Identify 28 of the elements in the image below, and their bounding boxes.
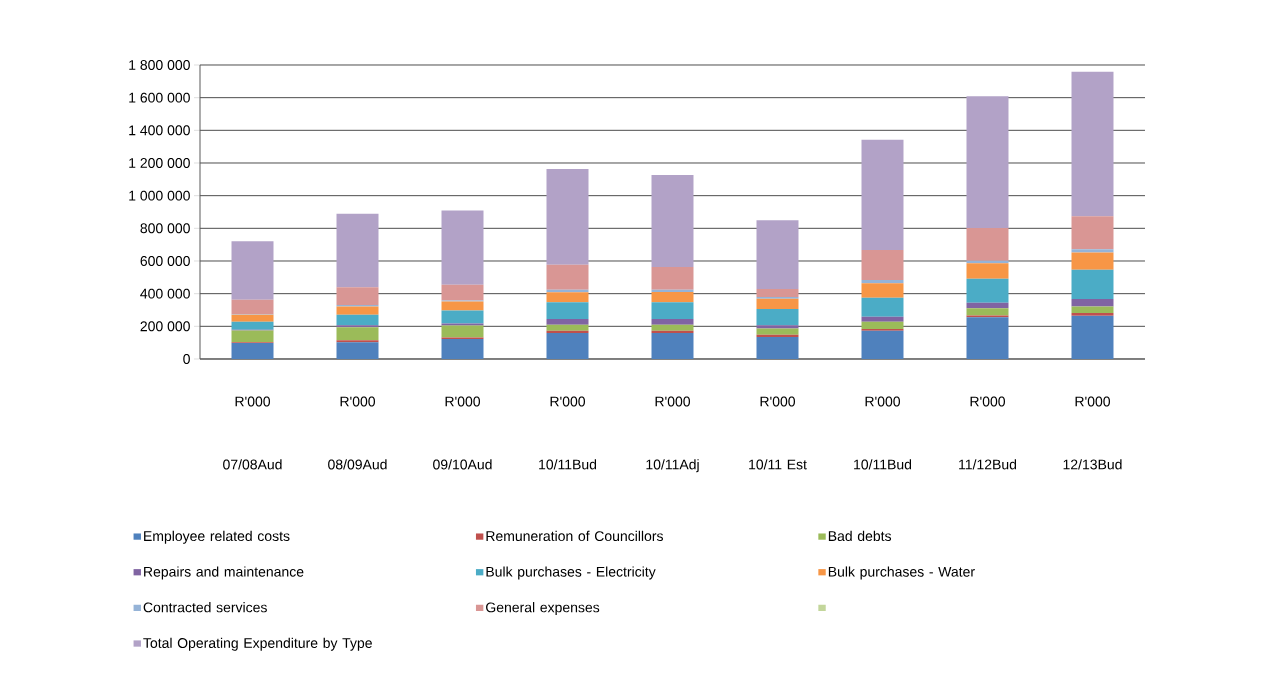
legend-label: General expenses (486, 602, 600, 616)
category-label: R'000 10/11Bud (539, 396, 597, 470)
y-tick-label: 800 000 (140, 223, 190, 234)
category-label: R'000 10/11Adj (646, 396, 699, 473)
y-tick-label: 1 200 000 (129, 158, 190, 168)
legend-label: Bulk purchases - Water (828, 566, 975, 580)
y-tick-label: 200 000 (140, 321, 190, 332)
legend-label: Remuneration of Councillors (486, 530, 663, 542)
category-label: R'000 09/10Aud (433, 396, 492, 470)
category-label: R'000 12/13Bud (1063, 396, 1122, 470)
legend-label: Bulk purchases - Electricity (486, 566, 656, 580)
category-label: R'000 10/11 Est (749, 396, 807, 470)
legend-label: Bad debts (828, 530, 892, 542)
legend-label: Employee related costs (144, 530, 290, 544)
y-tick-label: 400 000 (140, 288, 190, 299)
category-label: R'000 10/11Bud (854, 396, 912, 470)
legend-label: Total Operating Expenditure by Type (143, 637, 372, 651)
legend-label: Contracted services (143, 602, 267, 613)
y-tick-label: 1 000 000 (129, 190, 190, 201)
y-tick-label: 1 400 000 (129, 125, 190, 136)
legend-label: Repairs and maintenance (144, 566, 304, 580)
y-tick-label: 1 600 000 (129, 92, 190, 103)
y-tick-label: 600 000 (140, 256, 190, 266)
y-tick-label: 0 (183, 354, 190, 364)
y-tick-label: 1 800 000 (129, 60, 190, 70)
category-label: R'000 08/09Aud (328, 396, 387, 470)
category-label: R'000 07/08Aud (223, 396, 282, 470)
category-label: R'000 11/12Bud (959, 396, 1017, 470)
